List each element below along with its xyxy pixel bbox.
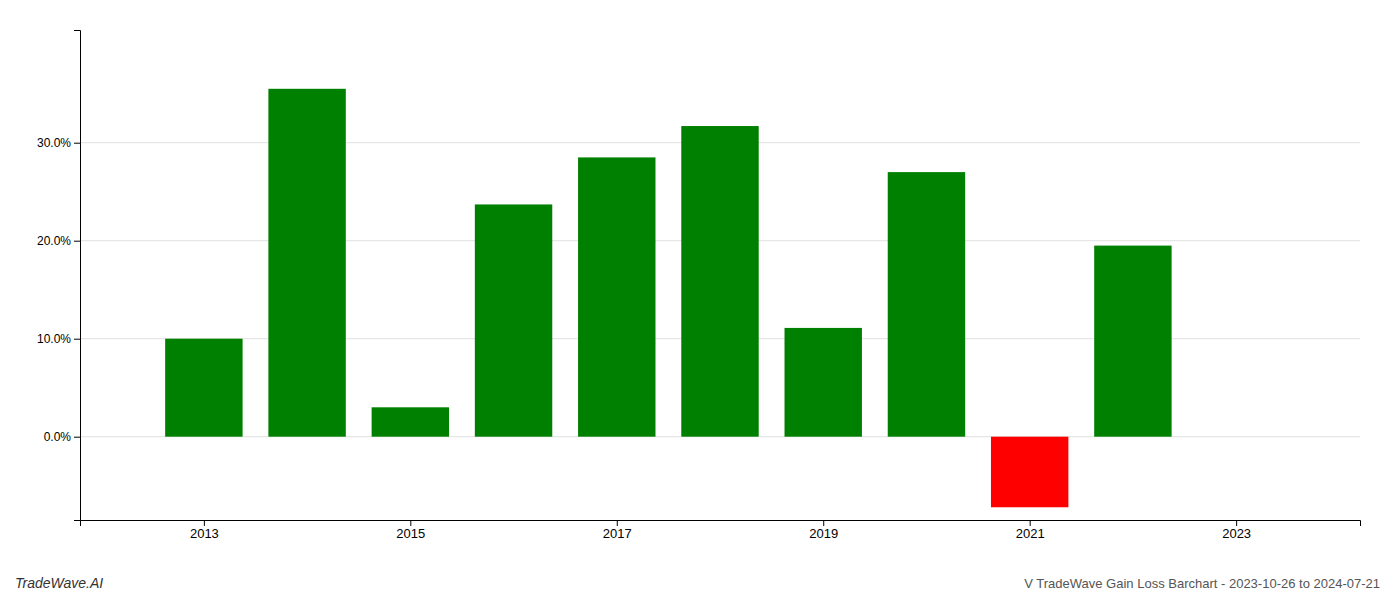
bar: [785, 328, 862, 437]
x-axis: 2013 2015 2017 2019 2021 2023: [81, 520, 1361, 541]
y-tick: 0.0%: [44, 430, 80, 444]
bar: [372, 407, 449, 436]
bar: [268, 89, 345, 437]
bar: [888, 172, 965, 437]
x-tick: 2023: [1222, 520, 1251, 541]
y-tick-mark: [74, 241, 80, 242]
bar: [578, 157, 655, 436]
x-tick: 2021: [1016, 520, 1045, 541]
y-tick: 20.0%: [37, 234, 80, 248]
y-tick: 10.0%: [37, 332, 80, 346]
y-tick-mark: [74, 437, 80, 438]
x-tick: 2013: [190, 520, 219, 541]
x-tick: 2017: [603, 520, 632, 541]
chart: 0.0%10.0%20.0%30.0%201320152017201920212…: [0, 0, 1400, 600]
x-axis-line: [81, 521, 1361, 527]
watermark: TradeWave.AI: [15, 575, 103, 591]
x-tick-label: 2017: [603, 526, 632, 541]
y-tick-mark: [74, 143, 80, 144]
x-tick-mark: [823, 520, 824, 526]
bar: [165, 339, 242, 437]
x-tick-label: 2019: [809, 526, 838, 541]
x-tick-label: 2015: [396, 526, 425, 541]
bar: [475, 204, 552, 436]
title: V TradeWave Gain Loss Barchart - 2023-10…: [1024, 576, 1380, 591]
y-tick-mark: [74, 339, 80, 340]
y-tick-label: 10.0%: [37, 332, 71, 346]
x-tick: 2019: [809, 520, 838, 541]
x-tick-label: 2013: [190, 526, 219, 541]
y-tick-label: 0.0%: [44, 430, 72, 444]
bar: [991, 437, 1068, 508]
x-tick-mark: [617, 520, 618, 526]
x-tick-mark: [1030, 520, 1031, 526]
x-tick-mark: [204, 520, 205, 526]
y-axis-line: [74, 31, 81, 521]
x-tick-label: 2021: [1016, 526, 1045, 541]
x-tick-mark: [410, 520, 411, 526]
y-tick-label: 30.0%: [37, 136, 71, 150]
y-tick-label: 20.0%: [37, 234, 71, 248]
plot: 0.0%10.0%20.0%30.0%201320152017201920212…: [37, 31, 1361, 542]
bar: [681, 126, 758, 437]
y-axis: 0.0% 10.0% 20.0% 30.0%: [37, 31, 81, 521]
y-tick: 30.0%: [37, 136, 80, 150]
bar: [1094, 246, 1171, 437]
marks: [165, 89, 1171, 507]
x-tick: 2015: [396, 520, 425, 541]
x-tick-mark: [1236, 520, 1237, 526]
x-tick-label: 2023: [1222, 526, 1251, 541]
